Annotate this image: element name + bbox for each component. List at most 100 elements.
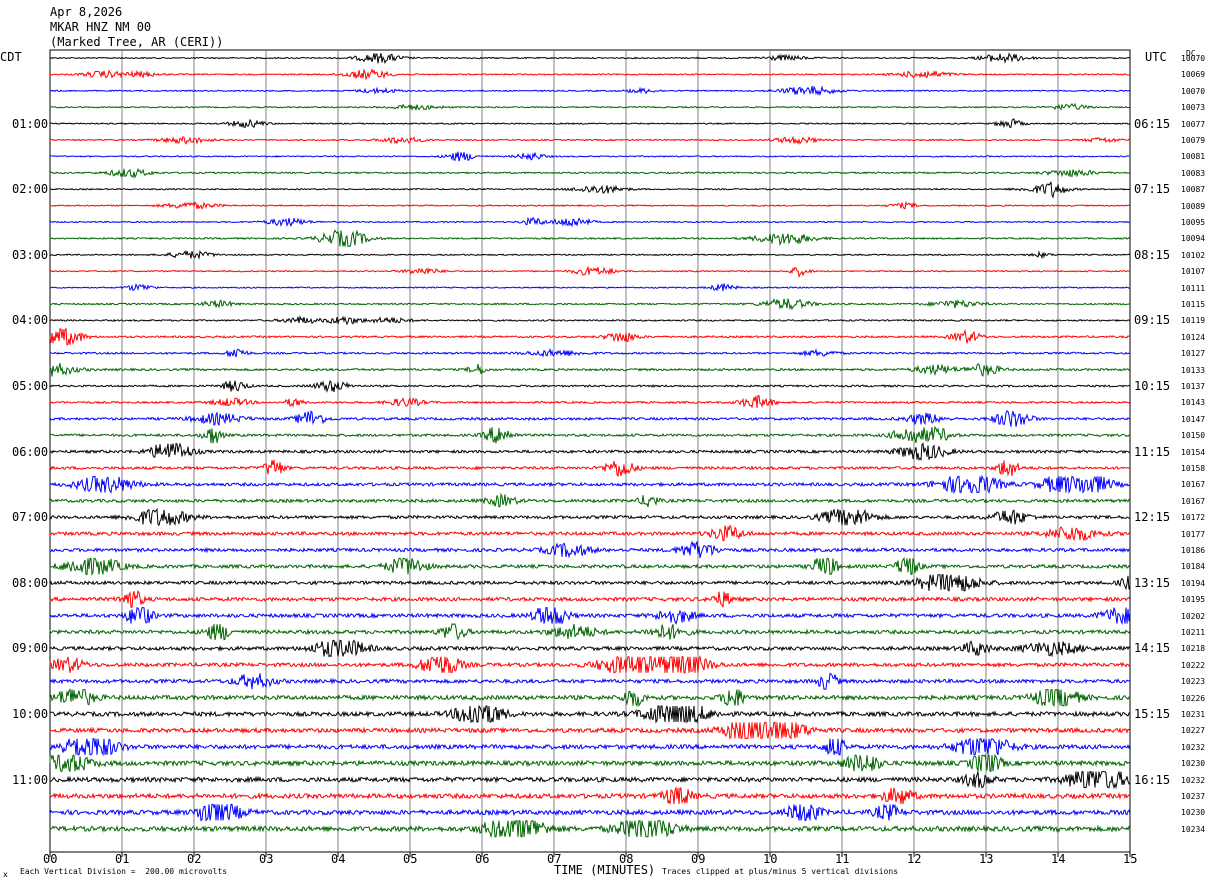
utc-hour-label: 12:15: [1134, 510, 1171, 525]
x-tick-label: 07: [547, 852, 562, 866]
seismic-trace: [49, 265, 1131, 279]
dc-offset-label: 10230: [1181, 808, 1206, 818]
dc-offset-label: 10143: [1181, 398, 1206, 408]
dc-offset-label: 10115: [1181, 300, 1206, 309]
seismic-trace: [49, 425, 1131, 444]
utc-hour-label: 10:15: [1134, 379, 1171, 393]
seismic-trace: [49, 118, 1131, 129]
dc-offset-label: 10137: [1181, 382, 1206, 391]
cdt-hour-label: 02:00: [12, 182, 49, 197]
dc-offset-label: 10073: [1181, 103, 1206, 113]
seismic-trace: [49, 298, 1130, 311]
cdt-hour-label: 03:00: [12, 247, 49, 262]
seismic-trace: [49, 607, 1131, 626]
cdt-hour-label: 06:00: [12, 444, 49, 459]
dc-offset-label: 10119: [1181, 316, 1206, 326]
dc-offset-label: 10202: [1181, 611, 1206, 621]
dc-offset-label: 10226: [1181, 693, 1206, 703]
seismic-trace: [49, 771, 1131, 790]
dc-offset-label: 10079: [1181, 136, 1206, 145]
utc-axis-label: UTC: [1145, 50, 1167, 64]
cdt-hour-label: 04:00: [12, 313, 49, 328]
seismic-trace: [49, 803, 1131, 822]
cdt-hour-label: 07:00: [12, 510, 49, 525]
dc-offset-label: 10167: [1181, 496, 1206, 506]
dc-offset-label: 10095: [1181, 218, 1206, 227]
seismic-trace: [49, 672, 1131, 690]
dc-offset-label: 10195: [1181, 595, 1206, 605]
dc-offset-label: 10158: [1181, 464, 1206, 473]
seismic-trace: [49, 135, 1131, 145]
seismic-trace: [49, 574, 1131, 592]
dc-offset-label: 10154: [1181, 447, 1206, 457]
utc-hour-label: 15:15: [1134, 707, 1171, 721]
x-tick-label: 15: [1123, 852, 1138, 866]
dc-offset-label: 10069: [1181, 70, 1206, 80]
dc-offset-label: 10124: [1181, 332, 1206, 342]
utc-hour-label: 16:15: [1134, 772, 1171, 787]
utc-hour-label: 08:15: [1134, 247, 1171, 262]
utc-hour-label: 14:15: [1134, 641, 1171, 656]
dc-offset-label: 10194: [1181, 578, 1206, 588]
dc-offset-label: 10102: [1181, 250, 1206, 260]
dc-offset-label: 10094: [1181, 234, 1206, 244]
seismic-trace: [49, 410, 1131, 427]
cdt-hour-label: 10:00: [12, 707, 49, 721]
seismic-trace: [49, 721, 1131, 740]
dc-offset-label: 10150: [1181, 431, 1206, 441]
seismic-trace: [49, 348, 1131, 358]
dc-offset-label: 10227: [1181, 726, 1206, 736]
seismic-trace: [49, 589, 1131, 608]
cdt-hour-label: 05:00: [12, 379, 49, 393]
seismic-trace: [49, 102, 1131, 112]
plot-frame: [49, 49, 1131, 853]
seismic-trace: [49, 639, 1131, 658]
seismic-trace: [49, 52, 1131, 65]
corner-mark: x: [3, 870, 8, 879]
dc-offset-label: 10218: [1181, 644, 1206, 654]
seismic-trace: [49, 283, 1131, 292]
cdt-hour-label: 11:00: [12, 772, 49, 787]
dc-offset-label: 10230: [1181, 759, 1206, 769]
seismic-trace: [49, 820, 1131, 839]
dc-offset-label: 10111: [1181, 283, 1206, 293]
dc-offset-label: 10237: [1181, 792, 1206, 801]
seismic-trace: [49, 557, 1131, 577]
utc-hour-label: 07:15: [1134, 182, 1171, 197]
seismic-trace: [49, 688, 1131, 708]
utc-hour-label: 11:15: [1134, 444, 1171, 459]
seismic-trace: [49, 327, 1131, 346]
dc-offset-label: 10177: [1181, 529, 1206, 539]
dc-offset-label: 10083: [1181, 168, 1206, 178]
dc-offset-label: 10234: [1181, 824, 1206, 834]
seismic-trace: [49, 474, 1131, 495]
utc-hour-label: 06:15: [1134, 116, 1171, 131]
seismic-trace: [49, 737, 1131, 757]
dc-offset-label: 10089: [1181, 201, 1206, 211]
clip-note: Traces clipped at plus/minus 5 vertical …: [662, 867, 899, 876]
dc-offset-label: 10172: [1181, 513, 1206, 523]
scale-note: Each Vertical Division = 200.00 microvol…: [20, 867, 228, 876]
seismic-trace: [49, 655, 1131, 674]
seismic-trace: [49, 200, 1131, 210]
seismic-trace: [49, 442, 1131, 461]
seismic-trace: [49, 394, 1131, 409]
seismic-trace: [49, 250, 1131, 260]
x-tick-label: 13: [979, 852, 994, 866]
station-code: MKAR HNZ NM 00: [50, 20, 152, 34]
seismic-trace: [49, 68, 1131, 81]
cdt-axis-label: CDT: [0, 50, 22, 64]
dc-axis-label: DC: [1186, 49, 1196, 58]
utc-hour-label: 09:15: [1134, 313, 1171, 328]
x-tick-label: 09: [691, 852, 706, 866]
seismic-trace: [49, 315, 1131, 326]
x-tick-label: 08: [619, 852, 634, 866]
x-tick-label: 14: [1051, 852, 1066, 866]
seismic-trace: [49, 492, 1131, 508]
x-tick-label: 12: [907, 852, 922, 866]
x-tick-label: 00: [43, 852, 58, 866]
x-axis-title: TIME (MINUTES): [554, 863, 656, 877]
dc-offset-label: 10222: [1181, 660, 1206, 670]
seismic-trace: [49, 524, 1131, 542]
dc-offset-label: 10107: [1181, 267, 1206, 277]
